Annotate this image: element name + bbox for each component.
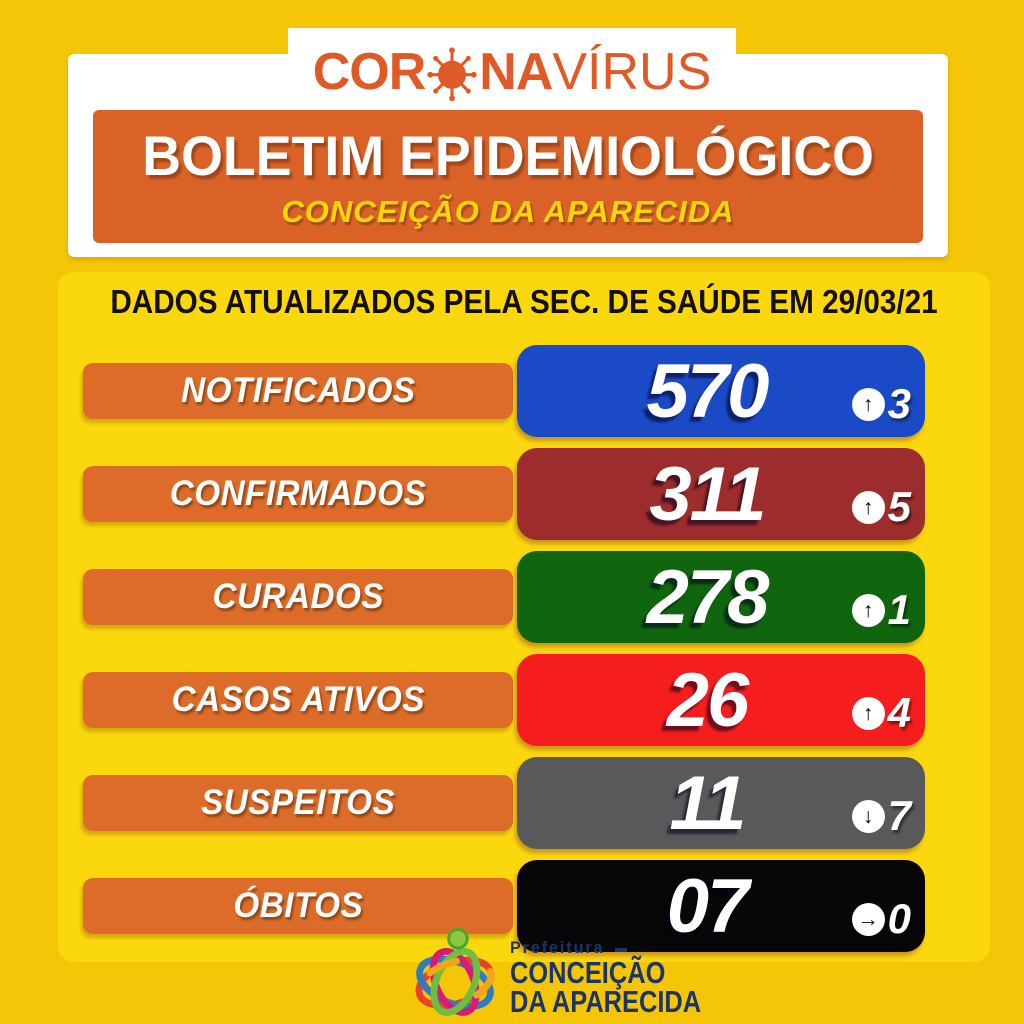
stat-row-suspeitos: SUSPEITOS 11 ↓ 7 <box>83 757 925 849</box>
stat-delta: 5 <box>887 483 911 530</box>
down-arrow-icon: ↓ <box>851 799 885 833</box>
stat-label: CASOS ATIVOS <box>171 680 425 719</box>
stat-delta-badge: ↑ 3 <box>851 380 911 427</box>
footer-org-name: Prefeitura <box>510 938 605 957</box>
stat-label: SUSPEITOS <box>200 783 395 822</box>
stat-label: NOTIFICADOS <box>180 371 416 410</box>
logo-text-cor: COR <box>312 43 427 101</box>
up-arrow-icon: ↑ <box>851 387 885 421</box>
stat-value-box: 311 ↑ 5 <box>517 448 925 540</box>
stat-value-box: 570 ↑ 3 <box>517 345 925 437</box>
stat-row-obitos: ÓBITOS 07 → 0 <box>83 860 925 952</box>
page-subtitle: CONCEIÇÃO DA APARECIDA <box>281 194 735 229</box>
stat-label-pill: SUSPEITOS <box>83 775 513 831</box>
stat-delta-badge: ↑ 1 <box>851 586 911 633</box>
page-title: BOLETIM EPIDEMIOLÓGICO <box>142 124 874 187</box>
stat-label-pill: ÓBITOS <box>83 878 513 934</box>
right-arrow-icon: → <box>851 902 885 936</box>
stat-delta-badge: ↑ 4 <box>851 689 911 736</box>
stat-value: 26 <box>666 657 750 743</box>
stat-row-notificados: NOTIFICADOS 570 ↑ 3 <box>83 345 925 437</box>
stat-label: CONFIRMADOS <box>169 474 427 513</box>
up-arrow-icon: ↑ <box>851 593 885 627</box>
stat-label: ÓBITOS <box>233 886 363 925</box>
stat-delta-badge: ↓ 7 <box>851 792 911 839</box>
stat-delta-badge: → 0 <box>851 895 911 942</box>
footer-city-line2: DA APARECIDA <box>510 984 702 1019</box>
stat-value: 570 <box>646 348 770 434</box>
stat-value: 07 <box>666 863 750 949</box>
stat-delta: 0 <box>887 895 911 942</box>
stat-value-box: 26 ↑ 4 <box>517 654 925 746</box>
stat-delta-badge: ↑ 5 <box>851 483 911 530</box>
virus-icon <box>427 47 477 101</box>
stat-value: 11 <box>669 760 747 846</box>
prefeitura-logo-icon <box>415 927 495 1016</box>
stat-value: 311 <box>649 451 766 537</box>
stat-row-casos-ativos: CASOS ATIVOS 26 ↑ 4 <box>83 654 925 746</box>
footer-city-line1: CONCEIÇÃO <box>510 955 666 990</box>
logo-text-virus: VÍRUS <box>552 43 712 101</box>
stat-label-pill: CASOS ATIVOS <box>83 672 513 728</box>
stat-value: 278 <box>646 554 770 640</box>
stat-delta: 4 <box>887 689 911 736</box>
stat-delta: 3 <box>887 380 911 427</box>
logo-text-na: NA <box>479 43 553 101</box>
footer-logo: Prefeitura CONCEIÇÃO DA APARECIDA <box>406 924 743 1022</box>
title-banner: BOLETIM EPIDEMIOLÓGICO CONCEIÇÃO DA APAR… <box>93 110 923 243</box>
stat-value-box: 278 ↑ 1 <box>517 551 925 643</box>
stat-label-pill: CURADOS <box>83 569 513 625</box>
stat-label: CURADOS <box>212 577 384 616</box>
stat-label-pill: CONFIRMADOS <box>83 466 513 522</box>
stat-delta: 1 <box>887 586 911 633</box>
up-arrow-icon: ↑ <box>851 490 885 524</box>
stat-label-pill: NOTIFICADOS <box>83 363 513 419</box>
coronavirus-logo: COR NA VÍRUS <box>288 28 736 116</box>
up-arrow-icon: ↑ <box>851 696 885 730</box>
stat-row-confirmados: CONFIRMADOS 311 ↑ 5 <box>83 448 925 540</box>
update-date-text: DADOS ATUALIZADOS PELA SEC. DE SAÚDE EM … <box>110 283 938 320</box>
prefeitura-dash <box>615 948 628 952</box>
stat-value-box: 07 → 0 <box>517 860 925 952</box>
stat-value-box: 11 ↓ 7 <box>517 757 925 849</box>
stat-delta: 7 <box>887 792 911 839</box>
stat-row-curados: CURADOS 278 ↑ 1 <box>83 551 925 643</box>
